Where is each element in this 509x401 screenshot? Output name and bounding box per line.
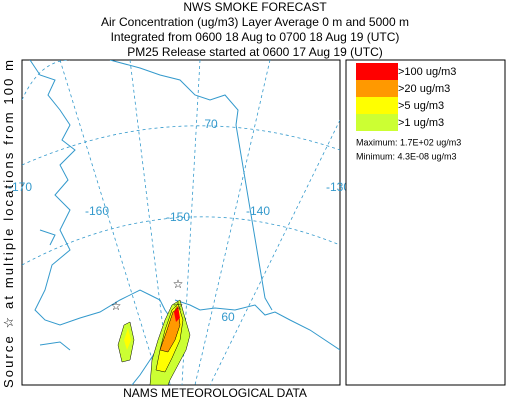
footer: NAMS METEOROLOGICAL DATA bbox=[123, 386, 307, 400]
plume-very-high bbox=[174, 306, 180, 322]
plume-moderate bbox=[124, 328, 131, 350]
coastline bbox=[109, 60, 239, 126]
graticule-label: -150 bbox=[166, 210, 190, 224]
graticule-label: 70 bbox=[204, 117, 218, 131]
graticule bbox=[22, 60, 71, 101]
legend-swatch bbox=[356, 80, 398, 97]
legend-swatch bbox=[356, 97, 398, 114]
graticule-label: -170 bbox=[8, 180, 32, 194]
coastline bbox=[39, 229, 56, 246]
subtitle: Integrated from 0600 18 Aug to 0700 18 A… bbox=[111, 30, 400, 44]
side-label: Source ☆ at multiple locations from 100 … bbox=[1, 60, 16, 388]
source-marker: ☆ bbox=[173, 277, 184, 291]
coastline bbox=[174, 299, 340, 351]
graticule-label: 60 bbox=[221, 310, 235, 324]
graticule bbox=[59, 60, 161, 385]
legend-label: >5 ug/m3 bbox=[398, 100, 444, 112]
map: ☆ ☆ ☆ -170 -160 -150 -140 -130 70 60 bbox=[8, 60, 350, 385]
graticule bbox=[194, 60, 271, 385]
title: NWS SMOKE FORECAST bbox=[183, 0, 327, 14]
legend: >100 ug/m3 >20 ug/m3 >5 ug/m3 >1 ug/m3 Maxim… bbox=[356, 63, 461, 161]
legend-swatch bbox=[356, 63, 398, 80]
graticule-label: -160 bbox=[85, 204, 109, 218]
subtitle: Air Concentration (ug/m3) Layer Average … bbox=[101, 15, 409, 29]
border bbox=[235, 124, 273, 311]
graticule-label: -130 bbox=[326, 180, 350, 194]
graticule bbox=[209, 119, 340, 385]
legend-maximum: Maximum: 1.7E+02 ug/m3 bbox=[356, 137, 461, 147]
source-marker: ☆ bbox=[111, 299, 122, 313]
legend-label: >20 ug/m3 bbox=[398, 83, 450, 95]
legend-minimum: Minimum: 4.3E-08 ug/m3 bbox=[356, 151, 457, 161]
legend-label: >100 ug/m3 bbox=[398, 66, 456, 78]
graticule-label: -140 bbox=[246, 204, 270, 218]
coastline bbox=[39, 341, 71, 351]
graticule bbox=[22, 125, 340, 166]
source-marker: ☆ bbox=[173, 299, 184, 313]
legend-label: >1 ug/m3 bbox=[398, 117, 444, 129]
subtitle: PM25 Release started at 0600 17 Aug 19 (… bbox=[127, 45, 382, 59]
legend-swatch bbox=[356, 114, 398, 131]
